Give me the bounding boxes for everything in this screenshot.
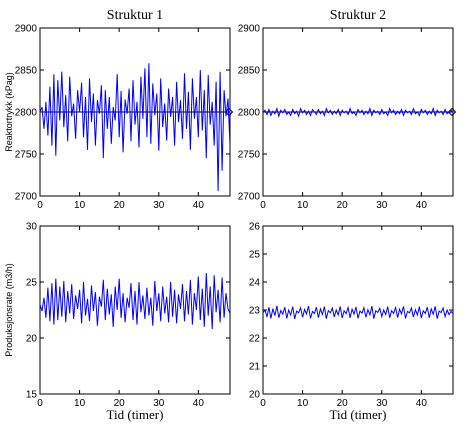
x-tick-label: 10 [74, 200, 86, 211]
x-tick-label: 30 [376, 398, 388, 409]
subplot-4: 20 21 22 23 24 25 26 0 10 20 30 40 Tid (timer) [249, 222, 454, 422]
axes-frame [262, 225, 454, 395]
y-tick-label: 2700 [15, 192, 38, 203]
y-tick-label: 25 [249, 250, 261, 261]
y-tick-label: 24 [249, 278, 261, 289]
x-tick-label: 0 [260, 398, 266, 409]
y-tick-label: 30 [26, 222, 38, 233]
x-tick-label: 20 [114, 398, 126, 409]
y-tick-label: 22 [249, 334, 261, 345]
x-tick-label: 0 [37, 200, 43, 211]
x-tick-label: 10 [297, 398, 309, 409]
x-tick-label: 10 [297, 200, 309, 211]
x-tick-label: 10 [74, 398, 86, 409]
axes-frame [39, 225, 231, 395]
y-axis-label: Reaktortrykk (kPag) [4, 72, 14, 152]
x-axis-label: Tid (timer) [330, 407, 387, 422]
y-tick-label: 2900 [238, 24, 261, 35]
y-tick-label: 2850 [238, 66, 261, 77]
y-tick-label: 20 [249, 390, 261, 401]
x-tick-label: 40 [416, 398, 428, 409]
y-tick-label: 2700 [238, 192, 261, 203]
y-tick-label: 2800 [238, 108, 261, 119]
series-line-1 [263, 106, 453, 118]
y-tick-label: 25 [26, 278, 38, 289]
series-line-1 [40, 63, 230, 192]
x-tick-label: 0 [37, 398, 43, 409]
x-tick-label: 40 [416, 200, 428, 211]
x-tick-label: 20 [337, 398, 349, 409]
subplot-2: 2700 2750 2800 2850 2900 0 10 20 30 40 Struktur 2 [238, 8, 457, 211]
subplot-title: Struktur 1 [107, 8, 163, 23]
x-tick-label: 40 [193, 398, 205, 409]
y-axis-label: Produksjonsrate (m3/h) [4, 263, 14, 357]
series-line-1 [40, 272, 230, 330]
x-axis-label: Tid (timer) [107, 407, 164, 422]
x-tick-label: 40 [193, 200, 205, 211]
x-tick-label: 30 [376, 200, 388, 211]
y-tick-label: 2850 [15, 66, 38, 77]
x-tick-label: 20 [114, 200, 126, 211]
x-tick-label: 30 [153, 200, 165, 211]
subplot-title: Struktur 2 [330, 8, 386, 23]
y-tick-label: 2900 [15, 24, 38, 35]
series-line-1 [263, 305, 453, 320]
y-tick-label: 2750 [238, 150, 261, 161]
y-tick-label: 20 [26, 334, 38, 345]
y-tick-label: 2750 [15, 150, 38, 161]
x-tick-label: 30 [153, 398, 165, 409]
y-tick-label: 26 [249, 222, 261, 233]
y-tick-label: 2800 [15, 108, 38, 119]
subplot-3: 15 20 25 30 0 10 20 30 40 Tid (timer) Produksjonsr… [4, 222, 231, 422]
x-tick-label: 0 [260, 200, 266, 211]
y-tick-label: 15 [26, 390, 38, 401]
x-tick-label: 20 [337, 200, 349, 211]
y-tick-label: 23 [249, 306, 261, 317]
y-tick-label: 21 [249, 362, 261, 373]
subplot-1: 2700 2750 2800 2850 2900 0 10 20 30 40 Struktur 1 R… [4, 8, 234, 211]
